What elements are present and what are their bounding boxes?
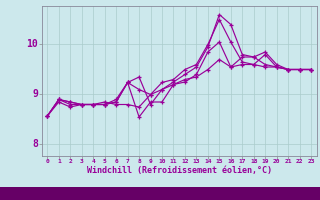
X-axis label: Windchill (Refroidissement éolien,°C): Windchill (Refroidissement éolien,°C)	[87, 166, 272, 175]
